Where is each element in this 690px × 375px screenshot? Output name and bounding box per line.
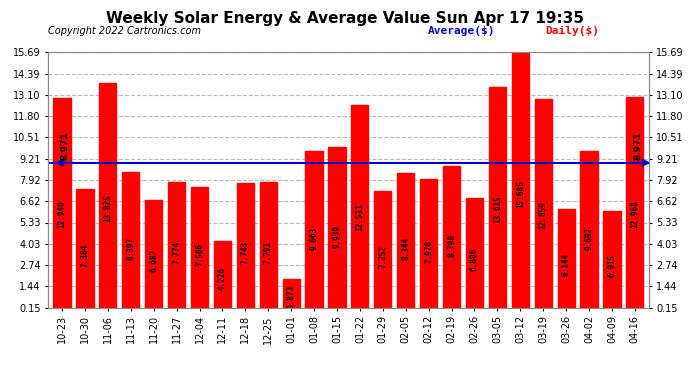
- Bar: [328, 147, 346, 310]
- Text: 13.825: 13.825: [104, 194, 112, 222]
- Text: 7.791: 7.791: [264, 241, 273, 264]
- Text: 8.344: 8.344: [401, 237, 411, 260]
- Text: Daily($): Daily($): [545, 26, 599, 36]
- Text: 8.971: 8.971: [61, 132, 70, 160]
- Bar: [351, 105, 368, 310]
- Text: Average($): Average($): [428, 26, 495, 36]
- Text: 6.144: 6.144: [562, 253, 571, 276]
- Text: 8.971: 8.971: [634, 132, 643, 160]
- Bar: [237, 183, 254, 310]
- Bar: [259, 182, 277, 310]
- Text: Weekly Solar Energy & Average Value Sun Apr 17 19:35: Weekly Solar Energy & Average Value Sun …: [106, 11, 584, 26]
- Bar: [214, 241, 231, 310]
- Text: 12.511: 12.511: [355, 204, 364, 231]
- Text: 1.873: 1.873: [286, 285, 296, 308]
- Text: 7.743: 7.743: [241, 241, 250, 264]
- Bar: [53, 98, 70, 310]
- Bar: [512, 53, 529, 310]
- Bar: [306, 152, 323, 310]
- Bar: [420, 179, 437, 310]
- Text: 7.978: 7.978: [424, 240, 433, 262]
- Text: 6.015: 6.015: [607, 254, 616, 277]
- Text: 9.663: 9.663: [310, 227, 319, 250]
- Bar: [77, 189, 94, 310]
- Bar: [443, 166, 460, 310]
- Text: 9.939: 9.939: [333, 225, 342, 248]
- Bar: [122, 172, 139, 310]
- Text: 6.806: 6.806: [470, 248, 479, 271]
- Bar: [191, 187, 208, 310]
- Bar: [535, 99, 552, 310]
- Bar: [627, 97, 644, 310]
- Text: 8.790: 8.790: [447, 234, 456, 256]
- Bar: [374, 191, 391, 310]
- Text: 8.397: 8.397: [126, 236, 135, 260]
- Bar: [558, 209, 575, 310]
- Bar: [145, 200, 162, 310]
- Bar: [466, 198, 483, 310]
- Text: 12.968: 12.968: [631, 200, 640, 228]
- Text: 6.687: 6.687: [149, 249, 158, 272]
- Bar: [580, 151, 598, 310]
- Text: 9.692: 9.692: [584, 227, 593, 250]
- Bar: [397, 173, 414, 310]
- Bar: [283, 279, 299, 310]
- Bar: [489, 87, 506, 310]
- Bar: [603, 211, 620, 310]
- Bar: [168, 182, 185, 310]
- Text: 7.384: 7.384: [81, 244, 90, 267]
- Text: Copyright 2022 Cartronics.com: Copyright 2022 Cartronics.com: [48, 26, 201, 36]
- Bar: [99, 83, 117, 310]
- Text: 4.226: 4.226: [218, 267, 227, 290]
- Text: 13.615: 13.615: [493, 195, 502, 223]
- Text: 7.252: 7.252: [378, 245, 387, 268]
- Text: 7.506: 7.506: [195, 243, 204, 266]
- Text: 15.685: 15.685: [516, 180, 525, 208]
- Text: 12.940: 12.940: [57, 201, 66, 228]
- Text: 12.859: 12.859: [539, 201, 548, 229]
- Text: 7.774: 7.774: [172, 241, 181, 264]
